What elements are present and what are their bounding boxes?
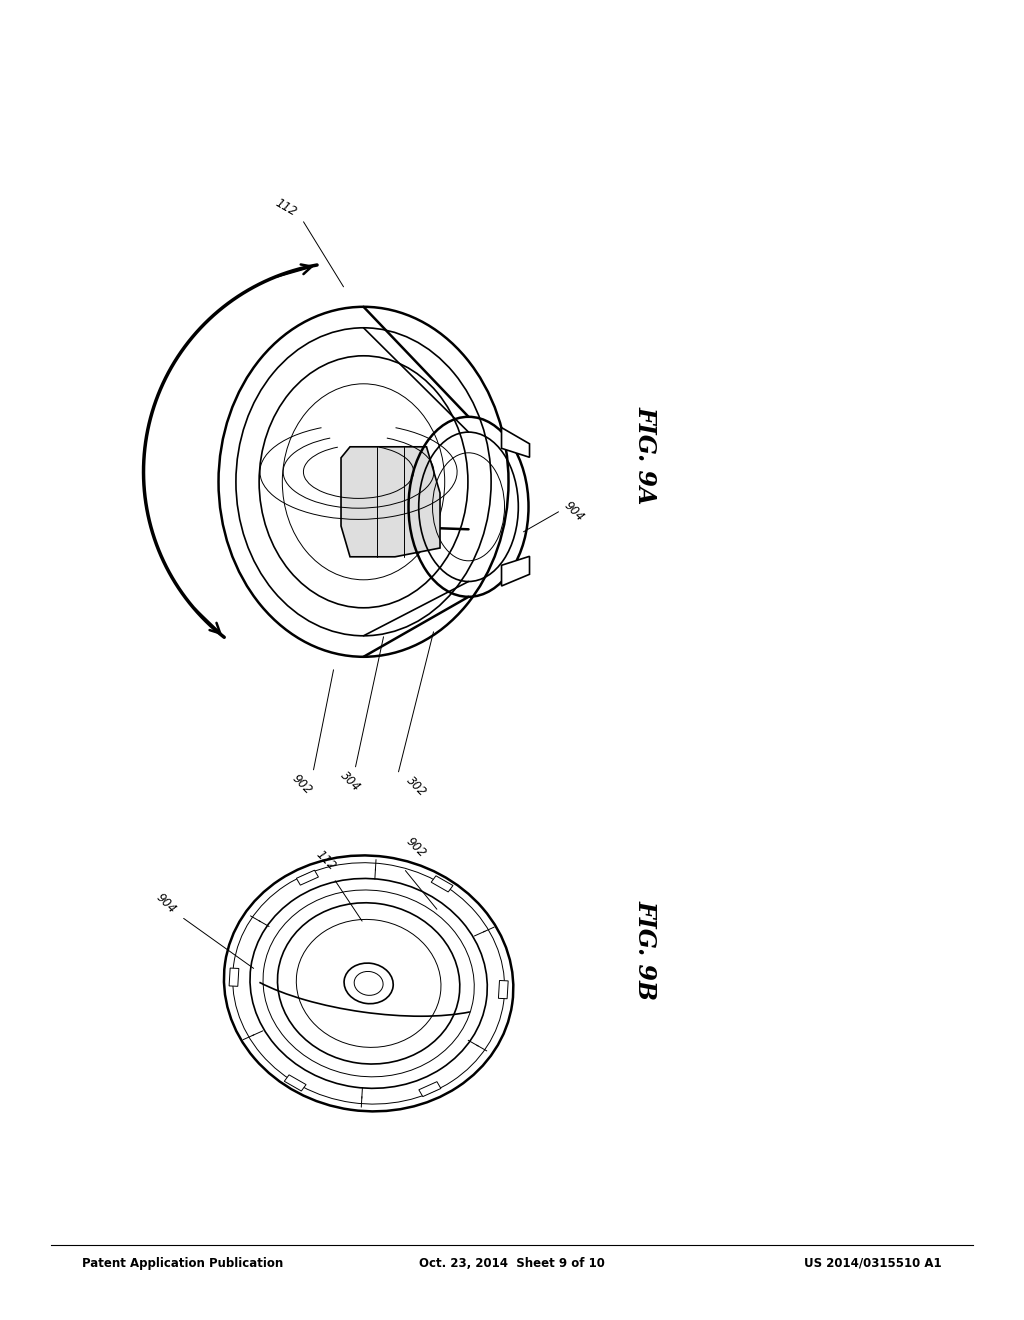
Polygon shape bbox=[341, 446, 440, 557]
Polygon shape bbox=[419, 1081, 441, 1097]
Polygon shape bbox=[431, 875, 453, 892]
Polygon shape bbox=[502, 428, 529, 457]
Text: 904: 904 bbox=[154, 891, 178, 916]
Ellipse shape bbox=[224, 855, 513, 1111]
Text: 112: 112 bbox=[313, 849, 338, 874]
Ellipse shape bbox=[344, 964, 393, 1003]
Text: 902: 902 bbox=[289, 772, 314, 797]
Polygon shape bbox=[499, 981, 508, 999]
Text: 902: 902 bbox=[403, 836, 428, 861]
Text: Oct. 23, 2014  Sheet 9 of 10: Oct. 23, 2014 Sheet 9 of 10 bbox=[419, 1257, 605, 1270]
Text: 304: 304 bbox=[338, 768, 364, 793]
Text: US 2014/0315510 A1: US 2014/0315510 A1 bbox=[805, 1257, 942, 1270]
Polygon shape bbox=[502, 556, 529, 586]
Ellipse shape bbox=[218, 306, 509, 657]
Text: 112: 112 bbox=[272, 197, 299, 219]
Text: 904: 904 bbox=[561, 499, 587, 524]
Text: 302: 302 bbox=[403, 774, 429, 799]
Ellipse shape bbox=[250, 879, 487, 1088]
Polygon shape bbox=[296, 870, 318, 886]
Polygon shape bbox=[229, 968, 239, 986]
Text: Patent Application Publication: Patent Application Publication bbox=[82, 1257, 284, 1270]
Text: FIG. 9B: FIG. 9B bbox=[633, 900, 657, 1001]
Polygon shape bbox=[285, 1074, 306, 1092]
Text: FIG. 9A: FIG. 9A bbox=[633, 407, 657, 504]
Ellipse shape bbox=[409, 417, 528, 597]
Ellipse shape bbox=[278, 903, 460, 1064]
